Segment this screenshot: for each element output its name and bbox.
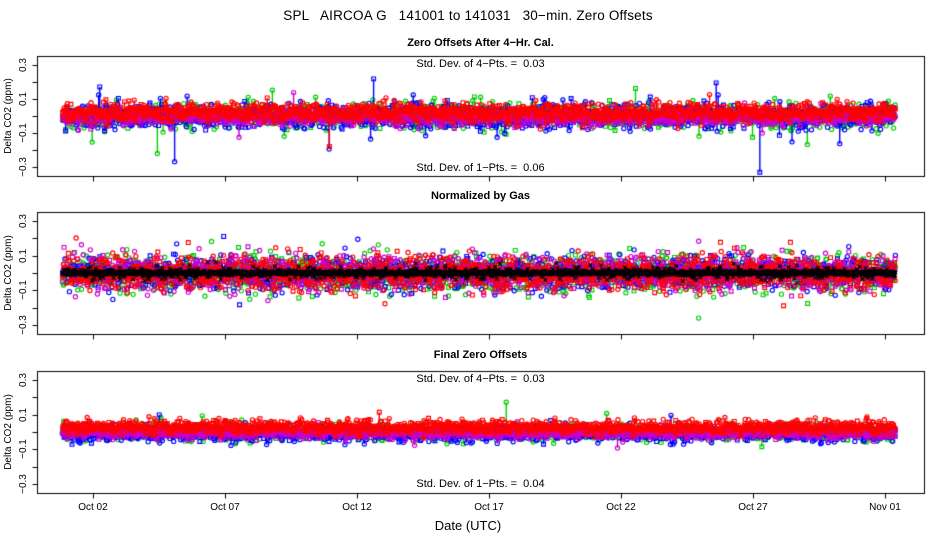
y-axis-title: Delta CO2 (ppm)	[3, 394, 14, 470]
x-tick-label: Oct 27	[738, 502, 768, 513]
x-axis-title: Date (UTC)	[434, 518, 502, 533]
x-tick-label: Oct 12	[342, 502, 372, 513]
x-tick-label: Oct 02	[78, 502, 108, 513]
page-title: SPL AIRCOA G 141001 to 141031 30−min. Ze…	[283, 8, 653, 23]
panel2-title: Normalized by Gas	[430, 190, 531, 202]
panel1-title: Zero Offsets After 4−Hr. Cal.	[407, 37, 554, 49]
panel3-stddev-1pt: Std. Dev. of 1−Pts. = 0.04	[416, 478, 545, 490]
x-tick-label: Oct 17	[474, 502, 504, 513]
x-tick-label: Nov 01	[869, 502, 901, 513]
x-tick-label: Oct 22	[606, 502, 636, 513]
panel3-stddev-4pt: Std. Dev. of 4−Pts. = 0.03	[416, 373, 545, 385]
y-axis-title: Delta CO2 (ppm)	[3, 78, 14, 154]
panel1-stddev-4pt: Std. Dev. of 4−Pts. = 0.03	[416, 58, 545, 70]
x-tick-label: Oct 07	[210, 502, 240, 513]
y-axis-title: Delta CO2 (ppm)	[3, 235, 14, 311]
y-tick-label: −0.3	[18, 474, 29, 495]
panel3-title: Final Zero Offsets	[433, 349, 528, 361]
panel1-stddev-1pt: Std. Dev. of 1−Pts. = 0.06	[416, 162, 545, 174]
